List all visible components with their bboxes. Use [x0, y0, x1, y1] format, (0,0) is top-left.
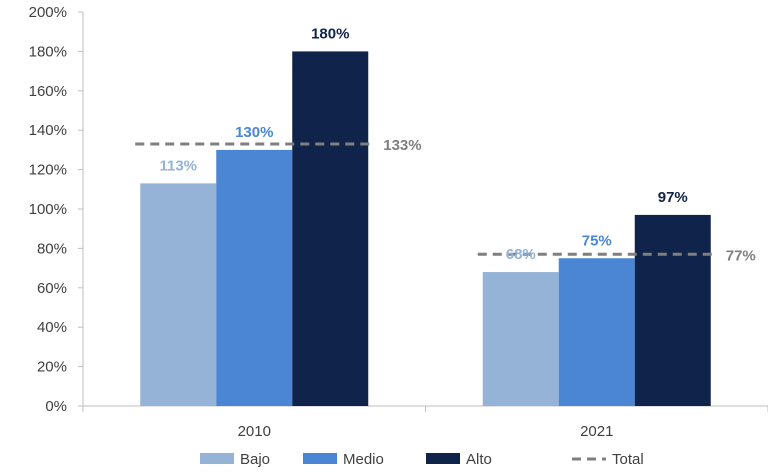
y-tick-label: 60%	[37, 280, 67, 297]
category-label: 2021	[580, 423, 613, 440]
y-tick-label: 180%	[29, 43, 67, 60]
y-tick-label: 140%	[29, 122, 67, 139]
data-label: 97%	[658, 189, 688, 206]
legend-swatch-medio	[303, 453, 337, 464]
data-label: 68%	[506, 246, 536, 263]
y-tick-label: 100%	[29, 201, 67, 218]
y-tick-label: 80%	[37, 240, 67, 257]
y-tick-label: 40%	[37, 319, 67, 336]
data-labels: 113% 130% 180% 133% 68% 75% 97% 77%	[159, 25, 755, 264]
data-label: 75%	[582, 232, 612, 249]
y-tick-label: 0%	[45, 398, 67, 415]
bar-alto	[634, 214, 711, 406]
x-axis: 2010 2021	[82, 405, 768, 440]
reference-lines	[135, 142, 716, 256]
y-tick-label: 20%	[37, 359, 67, 376]
category-label: 2010	[238, 423, 271, 440]
legend-label-total: Total	[612, 451, 644, 468]
bar-bajo	[482, 272, 559, 406]
total-label: 77%	[726, 247, 756, 264]
bars	[140, 51, 711, 407]
bar-alto	[292, 51, 369, 407]
data-label: 180%	[311, 25, 349, 42]
bar-bajo	[140, 183, 217, 406]
legend-swatch-alto	[426, 453, 460, 464]
y-axis: 0% 20% 40% 60% 80% 100% 120% 140% 160% 180% 200%	[29, 4, 84, 415]
y-tick-label: 200%	[29, 4, 67, 21]
y-tick-label: 160%	[29, 83, 67, 100]
legend: Bajo Medio Alto Total	[200, 451, 644, 468]
data-label: 113%	[159, 157, 197, 174]
bar-medio	[558, 258, 635, 406]
legend-label-medio: Medio	[343, 451, 384, 468]
legend-label-bajo: Bajo	[240, 451, 270, 468]
total-label: 133%	[383, 137, 421, 154]
data-label: 130%	[235, 124, 273, 141]
y-tick-label: 120%	[29, 162, 67, 179]
legend-swatch-bajo	[200, 453, 234, 464]
legend-label-alto: Alto	[466, 451, 492, 468]
bar-medio	[216, 149, 293, 406]
